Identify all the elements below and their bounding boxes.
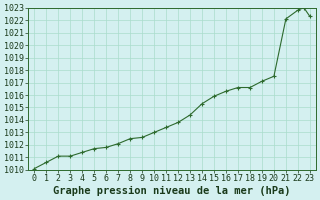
- X-axis label: Graphe pression niveau de la mer (hPa): Graphe pression niveau de la mer (hPa): [53, 186, 291, 196]
